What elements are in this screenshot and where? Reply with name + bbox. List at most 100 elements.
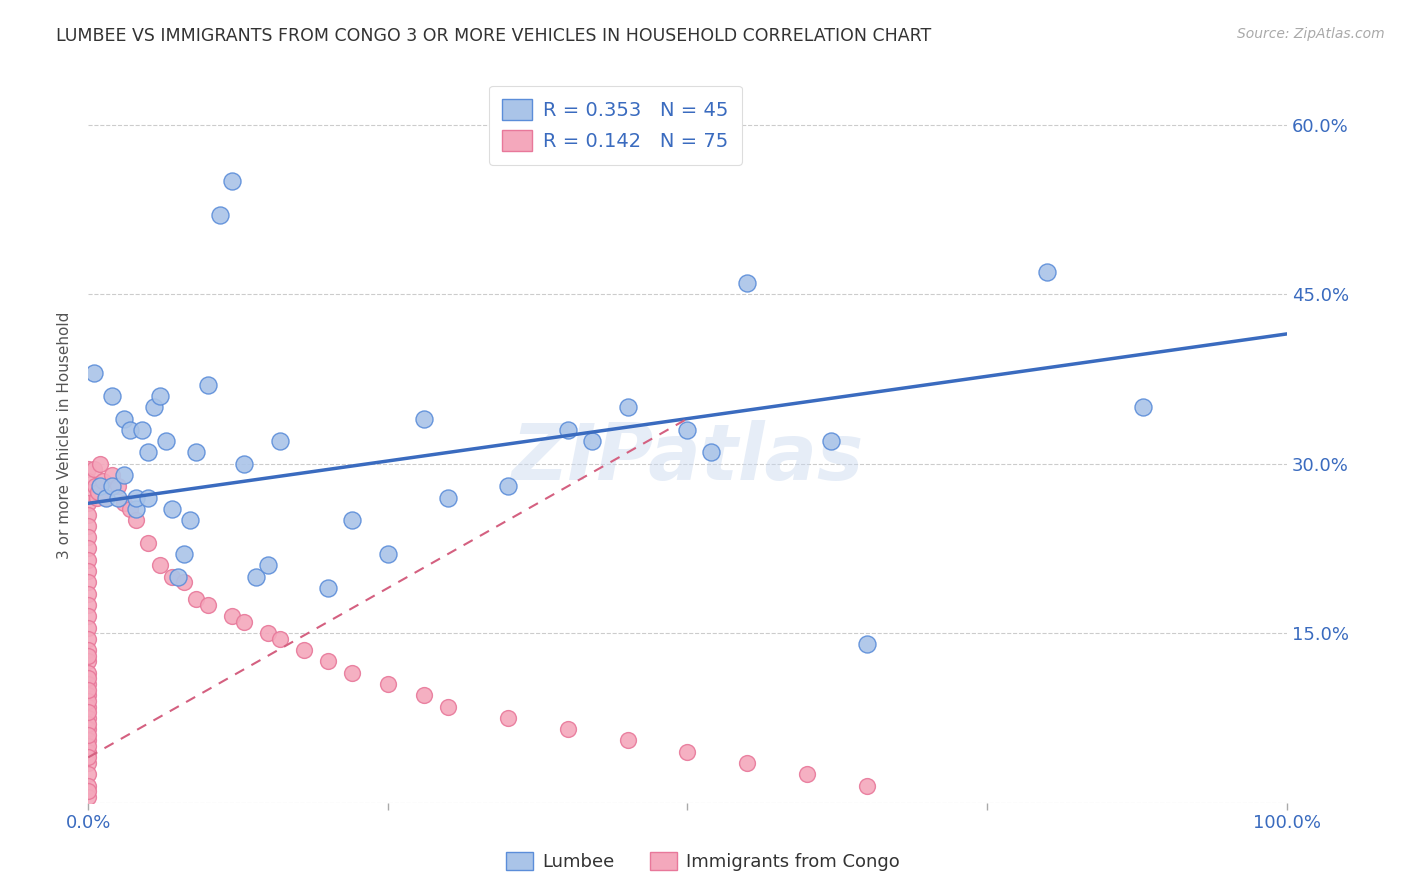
Point <box>77 677 100 691</box>
Point <box>89 479 111 493</box>
Point <box>77 530 100 544</box>
Point <box>77 643 100 657</box>
Point <box>412 411 434 425</box>
Point <box>94 491 117 505</box>
Point <box>77 485 100 500</box>
Point <box>856 779 879 793</box>
Point <box>149 389 172 403</box>
Point <box>340 665 363 680</box>
Point <box>77 722 100 736</box>
Point <box>208 208 231 222</box>
Legend: R = 0.353   N = 45, R = 0.142   N = 75: R = 0.353 N = 45, R = 0.142 N = 75 <box>489 86 742 165</box>
Point <box>77 789 100 804</box>
Point <box>86 491 108 505</box>
Point <box>77 728 100 742</box>
Point <box>94 491 117 505</box>
Point <box>167 570 190 584</box>
Point <box>77 621 100 635</box>
Point <box>77 462 100 476</box>
Point <box>77 699 100 714</box>
Point <box>737 276 759 290</box>
Point <box>233 457 256 471</box>
Point <box>179 513 201 527</box>
Point <box>796 767 818 781</box>
Point <box>700 445 723 459</box>
Point <box>112 468 135 483</box>
Point <box>184 445 207 459</box>
Point <box>557 423 579 437</box>
Point <box>184 592 207 607</box>
Point <box>412 688 434 702</box>
Point <box>125 502 148 516</box>
Point <box>269 632 291 646</box>
Point <box>77 733 100 747</box>
Point <box>77 665 100 680</box>
Point <box>221 609 243 624</box>
Point <box>197 377 219 392</box>
Point <box>143 401 166 415</box>
Text: Source: ZipAtlas.com: Source: ZipAtlas.com <box>1237 27 1385 41</box>
Point <box>257 626 280 640</box>
Point <box>77 541 100 556</box>
Point <box>77 745 100 759</box>
Point <box>496 711 519 725</box>
Point <box>107 479 129 493</box>
Point <box>77 784 100 798</box>
Point <box>77 750 100 764</box>
Point <box>77 553 100 567</box>
Point <box>616 401 638 415</box>
Point <box>77 648 100 663</box>
Point <box>316 581 339 595</box>
Point <box>136 536 159 550</box>
Point <box>377 677 399 691</box>
Point <box>77 519 100 533</box>
Y-axis label: 3 or more Vehicles in Household: 3 or more Vehicles in Household <box>58 312 72 559</box>
Point <box>77 716 100 731</box>
Point <box>436 491 458 505</box>
Point <box>131 423 153 437</box>
Point <box>257 558 280 573</box>
Point <box>89 457 111 471</box>
Text: ZIPatlas: ZIPatlas <box>512 419 863 496</box>
Point <box>269 434 291 449</box>
Point <box>101 389 124 403</box>
Point <box>616 733 638 747</box>
Point <box>136 445 159 459</box>
Point <box>160 570 183 584</box>
Point <box>77 474 100 488</box>
Point <box>112 496 135 510</box>
Point <box>1036 265 1059 279</box>
Point <box>83 462 105 476</box>
Point <box>77 705 100 719</box>
Point <box>221 174 243 188</box>
Point <box>77 564 100 578</box>
Point <box>77 508 100 522</box>
Point <box>340 513 363 527</box>
Point <box>77 496 100 510</box>
Point <box>377 547 399 561</box>
Point <box>101 468 124 483</box>
Point <box>292 643 315 657</box>
Point <box>77 767 100 781</box>
Legend: Lumbee, Immigrants from Congo: Lumbee, Immigrants from Congo <box>499 845 907 879</box>
Point <box>77 609 100 624</box>
Point <box>77 587 100 601</box>
Point <box>820 434 842 449</box>
Point <box>737 756 759 770</box>
Point <box>77 655 100 669</box>
Text: LUMBEE VS IMMIGRANTS FROM CONGO 3 OR MORE VEHICLES IN HOUSEHOLD CORRELATION CHAR: LUMBEE VS IMMIGRANTS FROM CONGO 3 OR MOR… <box>56 27 932 45</box>
Point <box>233 615 256 629</box>
Point <box>436 699 458 714</box>
Point <box>676 745 699 759</box>
Point <box>112 411 135 425</box>
Point <box>77 694 100 708</box>
Point <box>77 575 100 590</box>
Point <box>155 434 177 449</box>
Point <box>77 632 100 646</box>
Point <box>856 638 879 652</box>
Point <box>581 434 603 449</box>
Point <box>77 739 100 753</box>
Point <box>245 570 267 584</box>
Point <box>496 479 519 493</box>
Point <box>91 474 114 488</box>
